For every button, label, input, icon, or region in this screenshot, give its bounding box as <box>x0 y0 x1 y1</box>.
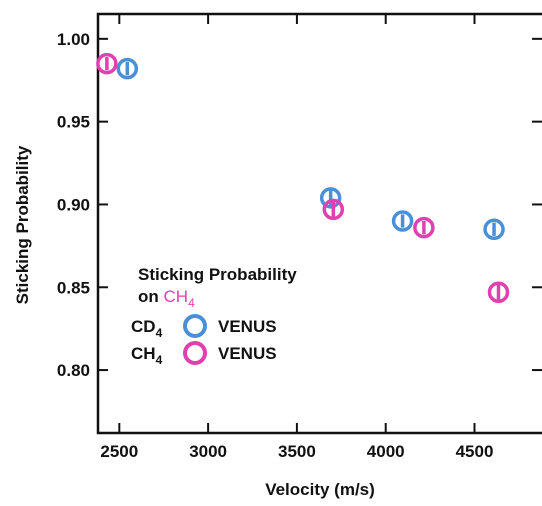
legend-ch4-subscript: 4 <box>156 353 163 367</box>
plot-frame <box>96 12 542 435</box>
y-tick-label: 0.85 <box>57 278 90 297</box>
data-point-cd4 <box>319 187 342 209</box>
x-tick-label: 4000 <box>367 442 405 461</box>
legend-cd4-base: CD <box>131 317 156 336</box>
data-point-cd4 <box>391 210 414 232</box>
data-point-cd4 <box>483 218 505 241</box>
legend-title-line1: Sticking Probability <box>138 265 297 284</box>
legend-ch4-label: CH4 <box>131 344 163 367</box>
legend: Sticking Probability on CH4 CD4 VENUS CH… <box>131 265 297 367</box>
data-point-cd4 <box>116 57 139 80</box>
x-axis-title: Velocity (m/s) <box>265 480 375 499</box>
legend-ch4-method: VENUS <box>218 344 277 363</box>
y-tick-label: 0.90 <box>57 195 90 214</box>
y-axis-title: Sticking Probability <box>13 145 32 304</box>
legend-title-prefix: on <box>138 287 164 306</box>
legend-title-molecule: CH <box>164 287 189 306</box>
y-tick-label: 0.80 <box>57 361 90 380</box>
legend-cd4-label: CD4 <box>131 317 163 340</box>
legend-cd4-method: VENUS <box>218 317 277 336</box>
legend-title-subscript: 4 <box>188 296 195 310</box>
data-point-ch4 <box>96 52 118 75</box>
legend-cd4-subscript: 4 <box>156 326 163 340</box>
data-point-ch4 <box>487 281 510 303</box>
data-point-ch4 <box>322 198 345 221</box>
y-axis: 0.80 0.85 0.90 0.95 1.00 <box>57 30 542 380</box>
legend-cd4-marker <box>183 314 207 338</box>
legend-ch4-base: CH <box>131 344 156 363</box>
x-tick-label: 3000 <box>189 442 227 461</box>
y-tick-label: 1.00 <box>57 30 90 49</box>
legend-title-line2: on CH4 <box>138 287 195 310</box>
x-tick-label: 4500 <box>456 442 494 461</box>
y-tick-label: 0.95 <box>57 113 90 132</box>
x-tick-label: 2500 <box>100 442 138 461</box>
data-points <box>96 52 510 303</box>
legend-ch4-marker <box>183 341 207 365</box>
x-axis: 2500 3000 3500 4000 4500 <box>100 14 493 461</box>
data-point-ch4 <box>413 216 435 239</box>
plot-border <box>96 12 542 435</box>
x-tick-label: 3500 <box>278 442 316 461</box>
